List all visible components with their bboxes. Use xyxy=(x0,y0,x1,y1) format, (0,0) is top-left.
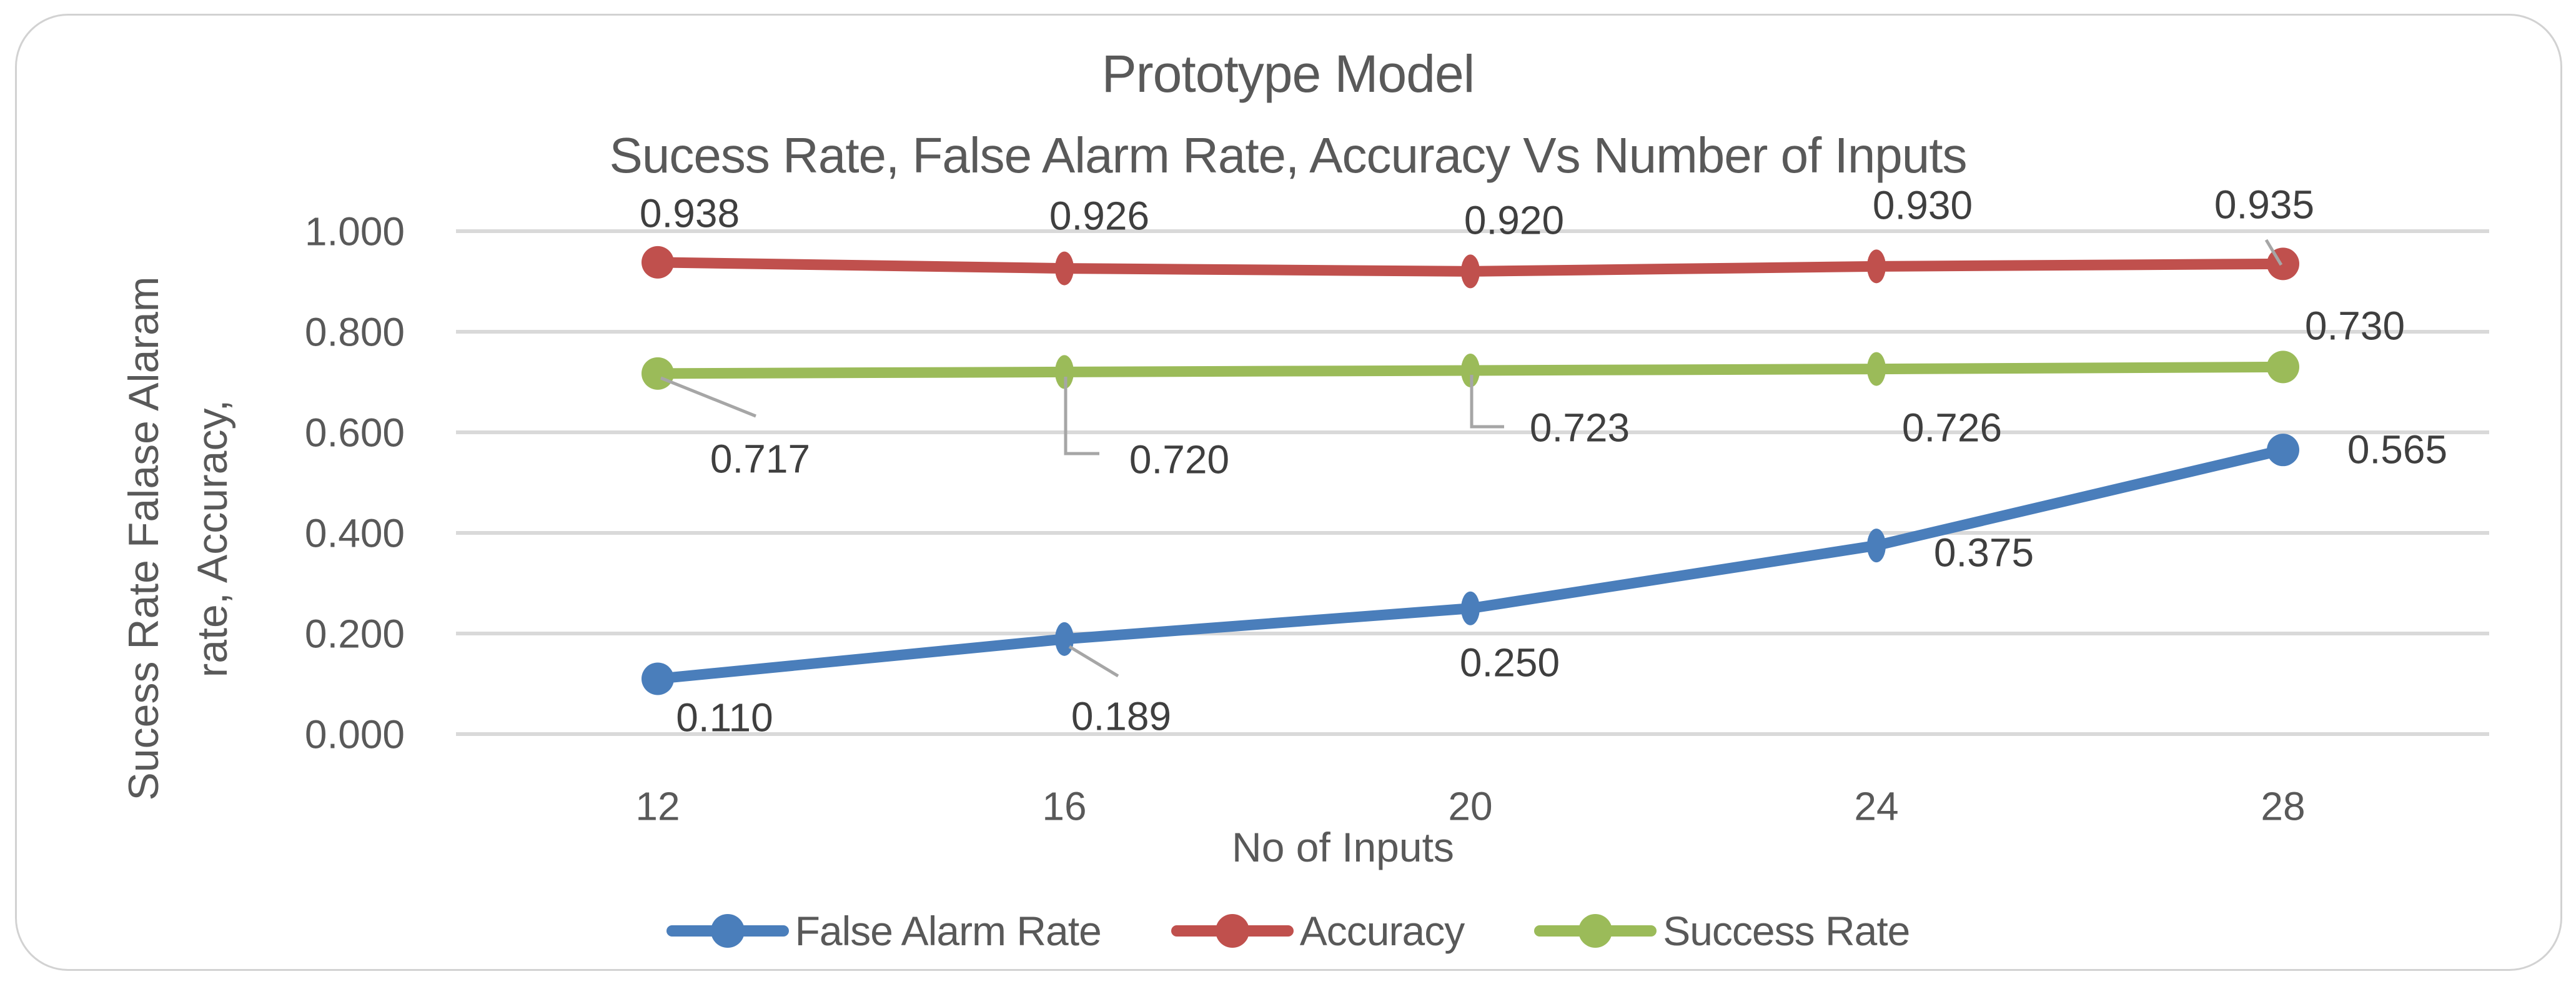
legend-label-success-rate: Success Rate xyxy=(1663,908,1910,954)
legend-line-marker-icon xyxy=(1171,914,1294,948)
y-tick-label: 0.800 xyxy=(305,309,405,354)
x-tick-label: 16 xyxy=(1042,783,1086,828)
marker-false-alarm-rate-3[interactable] xyxy=(1867,529,1886,563)
legend-item-false-alarm-rate[interactable]: False Alarm Rate xyxy=(666,907,1102,955)
data-label-success-rate-2: 0.723 xyxy=(1530,405,1630,450)
y-tick-label: 0.000 xyxy=(305,712,405,757)
x-tick-label: 20 xyxy=(1448,783,1492,828)
legend-label-accuracy: Accuracy xyxy=(1299,908,1465,954)
marker-success-rate-2[interactable] xyxy=(1461,353,1480,387)
chart-subtitle: Sucess Rate, False Alarm Rate, Accuracy … xyxy=(609,127,1967,183)
y-tick-label: 0.400 xyxy=(305,510,405,555)
chart-title: Prototype Model xyxy=(1101,44,1475,103)
data-label-false-alarm-rate-0: 0.110 xyxy=(676,695,773,740)
legend-dot xyxy=(1215,914,1249,948)
data-label-false-alarm-rate-4: 0.565 xyxy=(2347,427,2447,472)
data-label-success-rate-1: 0.720 xyxy=(1129,437,1229,482)
data-label-accuracy-3: 0.930 xyxy=(1873,182,1973,227)
marker-false-alarm-rate-4[interactable] xyxy=(2267,434,2299,467)
y-tick-label: 1.000 xyxy=(305,209,405,254)
data-label-leader-line xyxy=(1068,645,1119,678)
data-label-success-rate-4: 0.730 xyxy=(2305,303,2405,348)
marker-accuracy-3[interactable] xyxy=(1867,249,1886,284)
marker-success-rate-4[interactable] xyxy=(2267,350,2299,384)
marker-success-rate-1[interactable] xyxy=(1055,355,1074,389)
legend-item-accuracy[interactable]: Accuracy xyxy=(1171,907,1465,955)
legend-label-false-alarm-rate: False Alarm Rate xyxy=(795,908,1102,954)
data-label-leader-line xyxy=(2264,239,2283,266)
data-label-accuracy-1: 0.926 xyxy=(1049,193,1149,238)
x-tick-label: 28 xyxy=(2261,783,2305,828)
marker-accuracy-4[interactable] xyxy=(2267,247,2299,281)
legend-line-marker-icon xyxy=(1534,914,1657,948)
data-label-success-rate-0: 0.717 xyxy=(710,436,810,481)
marker-accuracy-2[interactable] xyxy=(1461,254,1480,289)
marker-false-alarm-rate-1[interactable] xyxy=(1055,622,1074,656)
data-label-leader-line xyxy=(660,376,756,418)
data-label-false-alarm-rate-3: 0.375 xyxy=(1934,530,2034,575)
marker-success-rate-0[interactable] xyxy=(642,357,674,390)
marker-accuracy-1[interactable] xyxy=(1055,251,1074,286)
x-tick-label: 12 xyxy=(635,783,680,828)
legend-dot xyxy=(710,914,745,948)
data-label-accuracy-0: 0.938 xyxy=(640,191,740,236)
data-label-leader-line xyxy=(1064,377,1099,455)
data-label-accuracy-4: 0.935 xyxy=(2214,182,2314,227)
y-tick-label: 0.200 xyxy=(305,611,405,656)
data-label-accuracy-2: 0.920 xyxy=(1464,197,1564,242)
legend-dot xyxy=(1578,914,1613,948)
y-tick-label: 0.600 xyxy=(305,410,405,455)
data-label-false-alarm-rate-1: 0.189 xyxy=(1071,693,1171,738)
legend: False Alarm Rate Accuracy Success Rate xyxy=(0,907,2576,955)
x-axis-title: No of Inputs xyxy=(1232,824,1454,870)
data-label-false-alarm-rate-2: 0.250 xyxy=(1460,640,1560,685)
legend-item-success-rate[interactable]: Success Rate xyxy=(1534,907,1910,955)
marker-success-rate-3[interactable] xyxy=(1867,352,1886,386)
marker-accuracy-0[interactable] xyxy=(642,246,674,279)
marker-false-alarm-rate-0[interactable] xyxy=(642,662,674,695)
legend-line-marker-icon xyxy=(666,914,789,948)
marker-false-alarm-rate-2[interactable] xyxy=(1461,591,1480,625)
data-label-leader-line xyxy=(1470,375,1504,429)
chart-card xyxy=(15,14,2562,971)
x-tick-label: 24 xyxy=(1854,783,1898,828)
data-label-success-rate-3: 0.726 xyxy=(1902,405,2002,450)
